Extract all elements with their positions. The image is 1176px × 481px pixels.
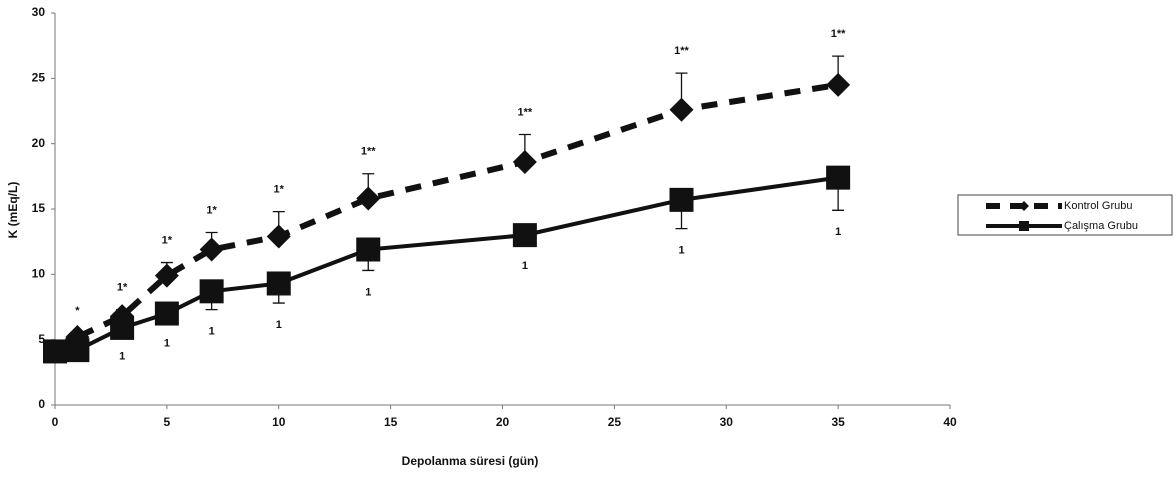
data-point bbox=[154, 263, 179, 288]
point-label: 1* bbox=[117, 282, 128, 294]
x-tick-label: 25 bbox=[608, 415, 622, 429]
point-label: 1** bbox=[361, 146, 376, 158]
data-point bbox=[356, 186, 381, 211]
y-tick-label: 0 bbox=[38, 397, 45, 411]
data-point bbox=[43, 339, 67, 364]
point-label: 1 bbox=[119, 350, 125, 362]
data-point bbox=[826, 165, 851, 190]
legend-marker bbox=[1019, 221, 1029, 231]
data-point bbox=[65, 338, 90, 363]
x-tick-label: 5 bbox=[164, 415, 171, 429]
point-label: 1* bbox=[162, 234, 173, 246]
data-point bbox=[512, 223, 537, 248]
point-label: 1 bbox=[276, 319, 282, 331]
x-tick-label: 10 bbox=[272, 415, 286, 429]
series-line bbox=[54, 175, 839, 354]
data-point bbox=[266, 271, 291, 296]
x-tick-label: 0 bbox=[52, 415, 59, 429]
point-label: 1 bbox=[678, 245, 684, 257]
y-tick-label: 5 bbox=[38, 332, 45, 346]
data-point bbox=[110, 315, 135, 340]
y-tick-label: 15 bbox=[32, 201, 46, 215]
y-tick-label: 10 bbox=[32, 267, 46, 281]
data-point bbox=[669, 97, 694, 122]
data-point bbox=[199, 237, 224, 262]
point-label: * bbox=[75, 305, 80, 317]
x-tick-label: 15 bbox=[384, 415, 398, 429]
legend-marker bbox=[1019, 201, 1029, 211]
data-point bbox=[669, 187, 694, 212]
data-point bbox=[266, 224, 291, 249]
point-label: 1 bbox=[365, 286, 371, 298]
x-tick-label: 40 bbox=[943, 415, 957, 429]
point-label: 1** bbox=[674, 45, 689, 57]
legend-label: Kontrol Grubu bbox=[1064, 200, 1132, 212]
x-tick-label: 35 bbox=[831, 415, 845, 429]
point-label: 1 bbox=[209, 326, 215, 338]
data-point bbox=[199, 279, 224, 304]
data-point bbox=[154, 301, 179, 326]
x-tick-label: 20 bbox=[496, 415, 510, 429]
point-label: 1 bbox=[164, 337, 170, 349]
point-label: 1 bbox=[522, 260, 528, 272]
point-label: 1* bbox=[206, 204, 217, 216]
y-axis-label: K (mEq/L) bbox=[6, 182, 20, 239]
data-point bbox=[512, 149, 537, 174]
y-tick-label: 30 bbox=[32, 5, 46, 19]
legend-label: Çalışma Grubu bbox=[1064, 220, 1138, 232]
x-axis-label: Depolanma süresi (gün) bbox=[402, 454, 539, 468]
point-label: 1 bbox=[835, 226, 841, 238]
point-label: 1* bbox=[274, 184, 285, 196]
data-point bbox=[356, 237, 381, 262]
legend-box bbox=[957, 194, 1173, 236]
x-tick-label: 30 bbox=[720, 415, 734, 429]
data-point bbox=[826, 72, 851, 97]
point-label: 1** bbox=[831, 28, 846, 40]
series-line bbox=[53, 81, 839, 354]
y-tick-label: 20 bbox=[32, 136, 46, 150]
point-label: 1** bbox=[518, 106, 533, 118]
y-tick-label: 25 bbox=[32, 71, 46, 85]
